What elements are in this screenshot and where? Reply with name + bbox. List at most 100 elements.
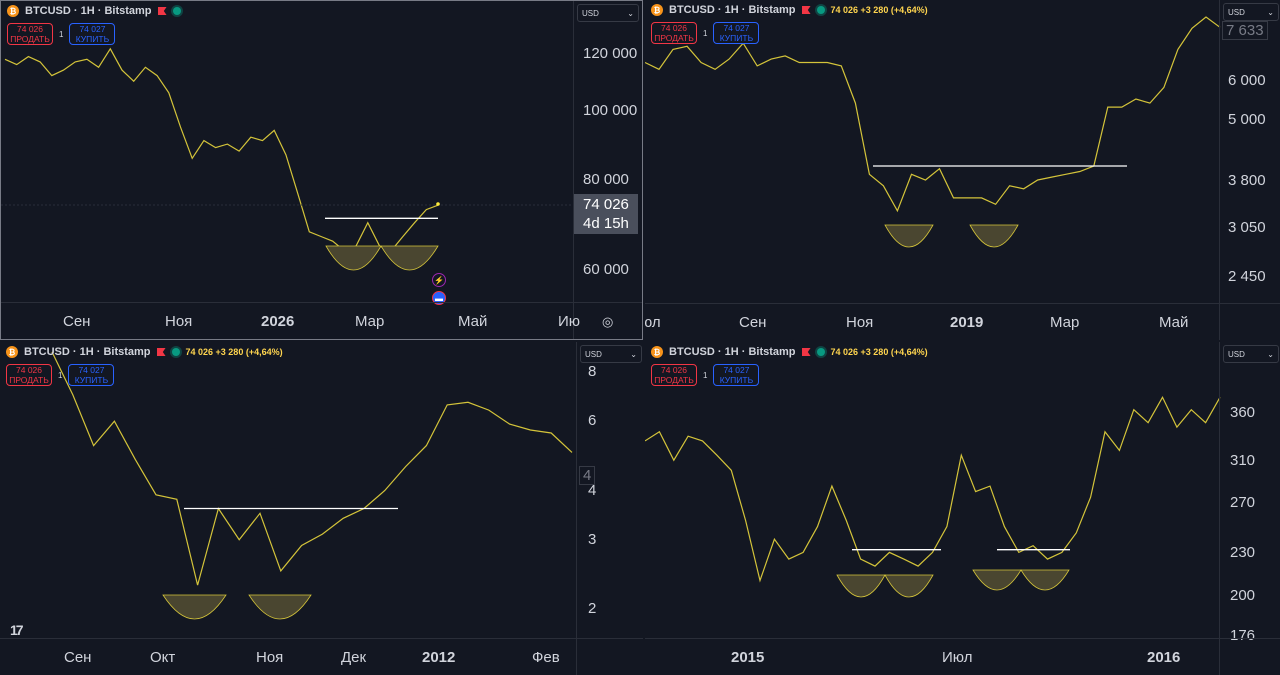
- x-tick-label: Ноя: [846, 314, 874, 331]
- price-chart[interactable]: [1, 1, 643, 340]
- currency-select[interactable]: USD ⌄: [1223, 345, 1279, 363]
- y-tick-label: 4: [588, 482, 597, 499]
- target-icon[interactable]: ◎: [602, 314, 614, 329]
- chart-pane-3[interactable]: ₿ BTCUSD · 1H · Bitstamp 74 026 +3 280 (…: [0, 342, 643, 675]
- x-tick-label: Ию: [558, 313, 581, 330]
- price-axis[interactable]: USD ⌄ 120 000 100 000 80 000 60 000 74 02…: [573, 1, 642, 339]
- countdown-label: 4d 15h: [583, 215, 629, 232]
- cup-pattern-drawing: [972, 569, 1022, 591]
- bitcoin-icon: ₿: [651, 4, 663, 16]
- y-tick-label: 3: [588, 531, 597, 548]
- x-tick-label: Ноя: [165, 313, 193, 330]
- flag-icon[interactable]: [801, 348, 811, 356]
- time-axis[interactable]: Сен Окт Ноя Дек 2012 Фев: [0, 638, 643, 675]
- y-tick-label: 230: [1230, 544, 1256, 561]
- x-tick-label: Дек: [341, 649, 367, 666]
- price-chart[interactable]: [645, 342, 1280, 675]
- y-tick-label: 270: [1230, 494, 1256, 511]
- y-tick-label: 7 633: [1222, 21, 1268, 40]
- x-tick-label: Июл: [942, 649, 973, 666]
- x-tick-label: 2015: [731, 649, 765, 666]
- time-axis[interactable]: 2015 Июл 2016: [645, 638, 1280, 675]
- cup-pattern-drawing: [884, 574, 934, 598]
- chart-pane-4[interactable]: ₿ BTCUSD · 1H · Bitstamp 74 026 +3 280 (…: [645, 342, 1280, 675]
- chevron-down-icon: ⌄: [627, 8, 634, 18]
- symbol-title[interactable]: BTCUSD · 1H · Bitstamp: [24, 346, 151, 358]
- market-status-icon[interactable]: [171, 348, 180, 356]
- x-tick-label: Май: [1159, 314, 1189, 331]
- price-chart[interactable]: [645, 0, 1280, 340]
- spread-value: 1: [703, 370, 708, 380]
- price-series-line: [51, 351, 573, 586]
- y-tick-label: 310: [1230, 452, 1256, 469]
- bitcoin-icon: ₿: [7, 5, 19, 17]
- y-tick-label: 2: [588, 600, 597, 617]
- price-axis[interactable]: USD ⌄ 8 6 4 4 3 2: [576, 342, 643, 675]
- price-change: 74 026 +3 280 (+4,64%): [830, 5, 928, 15]
- cup-pattern-drawing: [162, 594, 227, 620]
- y-tick-label: 2 450: [1228, 268, 1266, 285]
- symbol-title[interactable]: BTCUSD · 1H · Bitstamp: [669, 4, 796, 16]
- x-tick-label: Мар: [1050, 314, 1080, 331]
- cup-pattern-drawing: [325, 245, 382, 271]
- price-axis[interactable]: USD ⌄ 360 310 270 230 200 176: [1219, 342, 1280, 675]
- buy-button[interactable]: 74 027 КУПИТЬ: [68, 364, 115, 386]
- y-tick-label: 6 000: [1228, 72, 1266, 89]
- price-axis[interactable]: USD ⌄ 7 633 6 000 5 000 3 800 3 050 2 450: [1219, 0, 1280, 340]
- market-status-icon[interactable]: [816, 348, 825, 356]
- x-tick-label: юл: [645, 314, 661, 331]
- trade-panel: 74 026 ПРОДАТЬ 1 74 027 КУПИТЬ: [7, 23, 116, 45]
- y-tick-label: 360: [1230, 404, 1256, 421]
- price-series-line: [645, 16, 1221, 213]
- y-tick-label: 60 000: [583, 261, 629, 278]
- us-flag-icon[interactable]: ▬: [432, 291, 446, 305]
- cup-pattern-drawing: [248, 594, 312, 620]
- price-change: 74 026 +3 280 (+4,64%): [830, 347, 928, 357]
- x-tick-label: Мар: [355, 313, 385, 330]
- cup-pattern-drawing: [969, 224, 1019, 248]
- time-axis[interactable]: Сен Ноя 2026 Мар Май Ию ◎: [1, 302, 642, 339]
- flag-icon[interactable]: [801, 6, 811, 14]
- y-tick-label: 5 000: [1228, 111, 1266, 128]
- y-tick-label: 200: [1230, 587, 1256, 604]
- bitcoin-icon: ₿: [651, 346, 663, 358]
- buy-button[interactable]: 74 027 КУПИТЬ: [713, 364, 760, 386]
- y-tick-label: 6: [588, 412, 597, 429]
- buy-button[interactable]: 74 027 КУПИТЬ: [713, 22, 760, 44]
- lightning-icon[interactable]: ⚡: [432, 273, 446, 287]
- x-tick-label: 2016: [1147, 649, 1181, 666]
- tradingview-logo[interactable]: 17: [10, 622, 24, 638]
- x-tick-label: 2012: [422, 649, 456, 666]
- y-tick-label: 4: [579, 466, 596, 485]
- chart-header: ₿ BTCUSD · 1H · Bitstamp: [7, 5, 181, 17]
- x-tick-label: Ноя: [256, 649, 284, 666]
- last-price-dot: [436, 202, 440, 206]
- buy-button[interactable]: 74 027 КУПИТЬ: [69, 23, 116, 45]
- price-chart[interactable]: [0, 342, 643, 675]
- x-tick-label: Сен: [64, 649, 92, 666]
- trade-panel: 74 026 ПРОДАТЬ 1 74 027 КУПИТЬ: [651, 364, 760, 386]
- flag-icon[interactable]: [156, 348, 166, 356]
- chart-header: ₿ BTCUSD · 1H · Bitstamp 74 026 +3 280 (…: [651, 346, 928, 358]
- sell-button[interactable]: 74 026 ПРОДАТЬ: [651, 364, 697, 386]
- flag-icon[interactable]: [157, 7, 167, 15]
- currency-select[interactable]: USD ⌄: [1223, 3, 1279, 21]
- symbol-title[interactable]: BTCUSD · 1H · Bitstamp: [669, 346, 796, 358]
- sell-button[interactable]: 74 026 ПРОДАТЬ: [651, 22, 697, 44]
- chart-header: ₿ BTCUSD · 1H · Bitstamp 74 026 +3 280 (…: [6, 346, 283, 358]
- spread-value: 1: [59, 29, 64, 39]
- sell-button[interactable]: 74 026 ПРОДАТЬ: [7, 23, 53, 45]
- chart-pane-1[interactable]: ₿ BTCUSD · 1H · Bitstamp 74 026 ПРОДАТЬ 1…: [0, 0, 643, 340]
- currency-select[interactable]: USD ⌄: [577, 4, 639, 22]
- chart-pane-2[interactable]: ₿ BTCUSD · 1H · Bitstamp 74 026 +3 280 (…: [645, 0, 1280, 340]
- time-axis[interactable]: юл Сен Ноя 2019 Мар Май: [645, 303, 1280, 340]
- currency-select[interactable]: USD ⌄: [580, 345, 642, 363]
- symbol-title[interactable]: BTCUSD · 1H · Bitstamp: [25, 5, 152, 17]
- y-tick-label: 80 000: [583, 171, 629, 188]
- market-status-icon[interactable]: [172, 7, 181, 15]
- market-status-icon[interactable]: [816, 6, 825, 14]
- y-tick-label: 100 000: [583, 102, 638, 119]
- sell-button[interactable]: 74 026 ПРОДАТЬ: [6, 364, 52, 386]
- cup-pattern-drawing: [836, 574, 886, 598]
- spread-value: 1: [703, 28, 708, 38]
